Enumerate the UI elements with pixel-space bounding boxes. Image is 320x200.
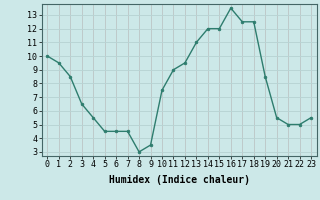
X-axis label: Humidex (Indice chaleur): Humidex (Indice chaleur) <box>109 175 250 185</box>
